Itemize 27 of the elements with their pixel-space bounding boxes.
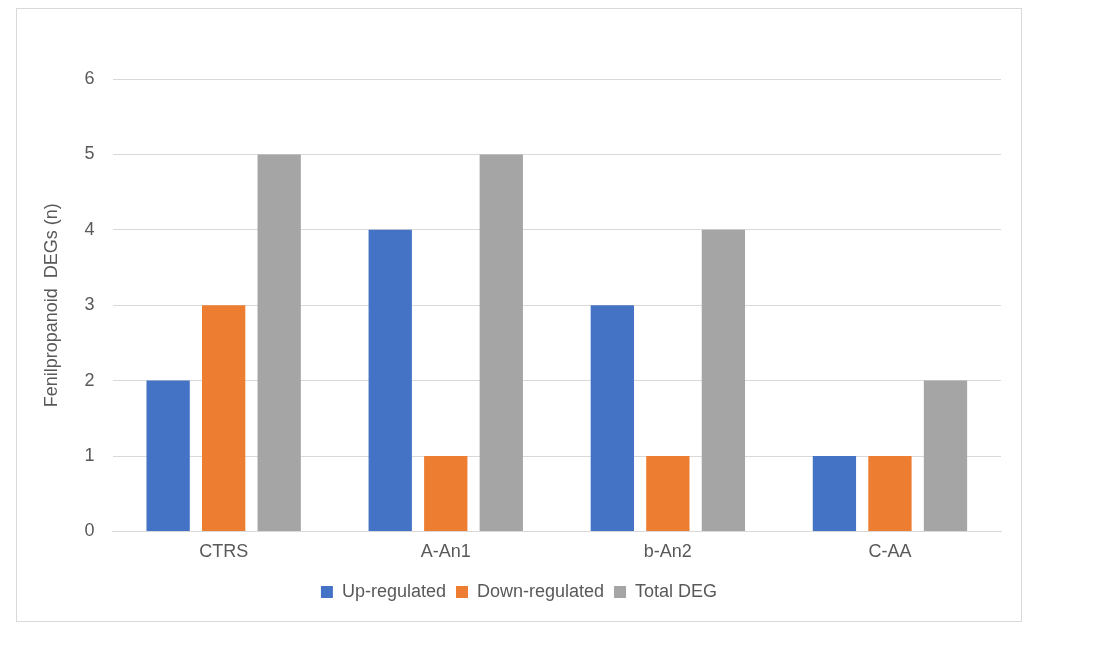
- bar: [923, 380, 968, 531]
- bar: [812, 456, 857, 531]
- y-tick-label: 4: [84, 218, 95, 239]
- x-tick-label: A-An1: [420, 541, 471, 562]
- y-tick-label: 6: [84, 67, 95, 88]
- bar: [424, 456, 468, 531]
- bar: [701, 229, 746, 531]
- y-tick-label: 1: [84, 444, 95, 465]
- bar: [646, 456, 690, 531]
- bar: [479, 154, 523, 531]
- x-tick-label: C-AA: [868, 541, 912, 562]
- legend-label: Total DEG: [635, 580, 718, 601]
- legend-label: Down-regulated: [476, 580, 605, 601]
- bar: [257, 154, 301, 531]
- bar: [590, 305, 634, 531]
- y-axis-title: Fenilpropanoid DEGs (n): [40, 203, 61, 408]
- y-tick-label: 5: [84, 143, 95, 164]
- legend-label: Up-regulated: [341, 580, 446, 601]
- x-tick-label: CTRS: [199, 541, 249, 562]
- y-tick-label: 0: [84, 520, 95, 541]
- bar: [202, 305, 246, 531]
- bar: [368, 229, 412, 531]
- y-tick-label: 2: [84, 369, 95, 390]
- x-tick-label: b-An2: [643, 541, 692, 562]
- bar: [146, 380, 190, 531]
- y-tick-label: 3: [84, 294, 95, 315]
- bar: [868, 456, 912, 531]
